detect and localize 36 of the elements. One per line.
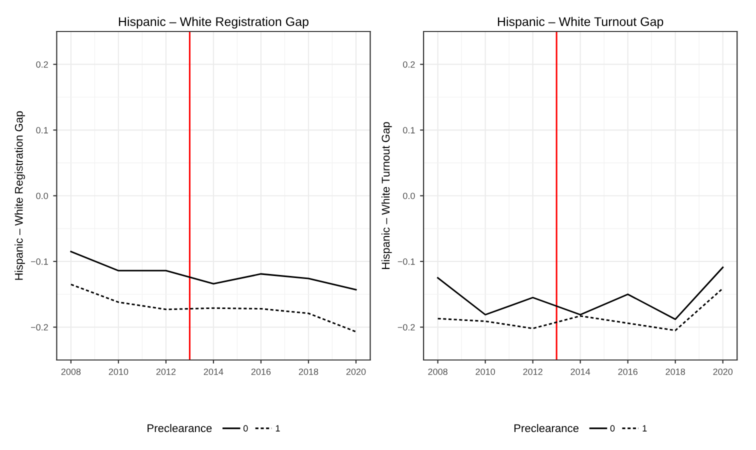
- x-tick-label: 2012: [523, 368, 542, 375]
- legend-label: 0: [610, 425, 615, 432]
- legend-title: Preclearance: [148, 424, 212, 432]
- x-tick-label: 2016: [618, 368, 638, 375]
- y-tick-label: 0.0: [403, 192, 415, 200]
- y-tick-label: −0.1: [30, 258, 48, 265]
- x-tick-label: 2010: [108, 368, 128, 375]
- chart-title: Hispanic – White Registration Gap: [118, 16, 308, 29]
- x-tick-label: 2020: [713, 368, 733, 375]
- y-axis-title: Hispanic – White Turnout Gap: [381, 122, 392, 269]
- y-tick-label: −0.1: [398, 258, 415, 265]
- y-tick-label: 0.2: [36, 61, 48, 68]
- x-tick-label: 2018: [298, 368, 318, 375]
- line-series: [70, 250, 357, 290]
- y-axis-title: Hispanic – White Registration Gap: [14, 111, 25, 280]
- legend-title: Preclearance: [514, 424, 579, 432]
- y-tick-label: −0.2: [30, 324, 48, 331]
- y-tick-label: 0.1: [403, 127, 415, 134]
- x-tick-label: 2020: [346, 368, 366, 375]
- x-tick-label: 2008: [428, 368, 448, 375]
- y-tick-label: 0.0: [36, 192, 48, 200]
- y-tick-label: 0.2: [403, 61, 415, 68]
- chart-title: Hispanic – White Turnout Gap: [498, 16, 664, 29]
- legend-label: 1: [276, 425, 280, 432]
- legend-label: 0: [243, 425, 248, 432]
- legend-label: 1: [642, 425, 647, 432]
- line-series: [70, 284, 357, 333]
- x-tick-label: 2016: [251, 368, 271, 375]
- x-tick-label: 2018: [666, 368, 685, 375]
- y-tick-label: 0.1: [36, 127, 48, 134]
- x-tick-label: 2010: [476, 368, 495, 375]
- x-tick-label: 2008: [61, 368, 81, 375]
- x-tick-label: 2012: [156, 368, 176, 375]
- x-tick-label: 2014: [570, 368, 590, 375]
- y-tick-label: −0.2: [398, 324, 415, 331]
- x-tick-label: 2014: [204, 368, 224, 375]
